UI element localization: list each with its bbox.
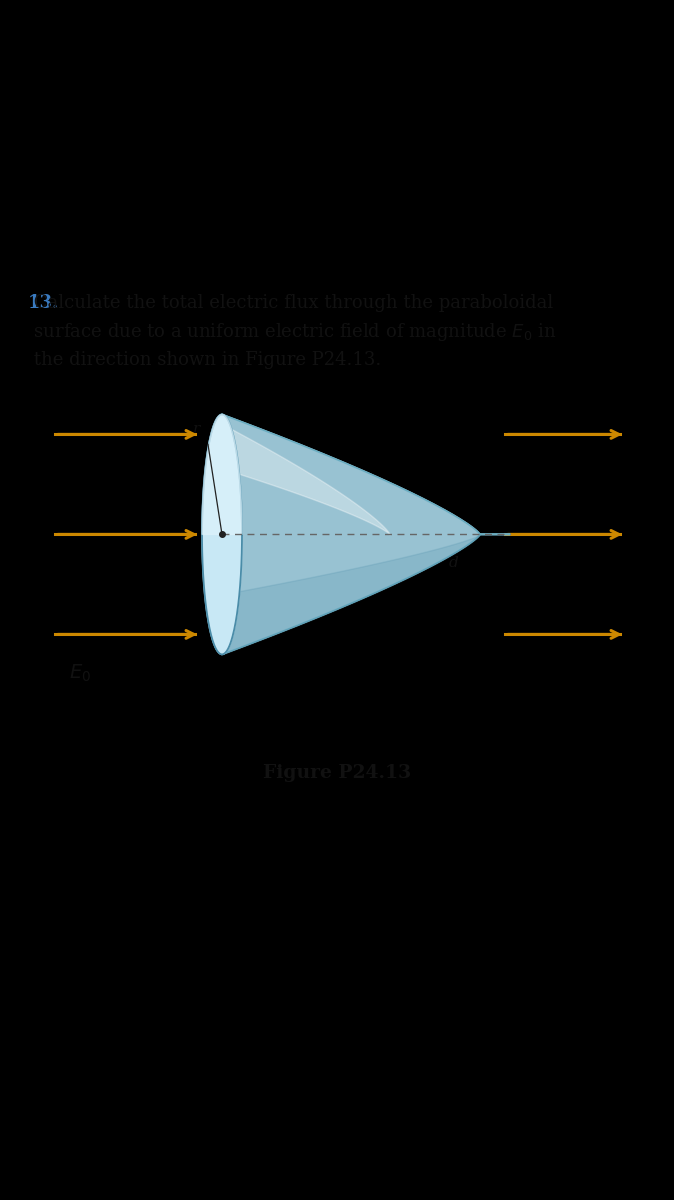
Text: d: d (449, 557, 459, 570)
Text: $E_0$: $E_0$ (69, 662, 91, 684)
Text: Calculate the total electric flux through the paraboloidal
 surface due to a uni: Calculate the total electric flux throug… (28, 294, 556, 368)
Polygon shape (202, 414, 242, 534)
Text: Figure P24.13: Figure P24.13 (263, 764, 411, 782)
Text: r: r (193, 422, 200, 437)
Text: 13.: 13. (28, 294, 59, 312)
Polygon shape (202, 414, 242, 654)
Polygon shape (222, 414, 510, 654)
